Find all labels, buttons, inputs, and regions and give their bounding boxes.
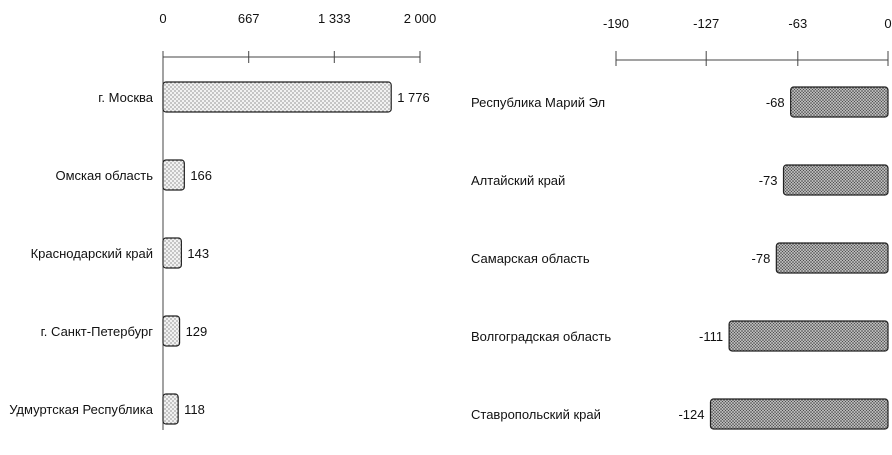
left-value-label: 166: [190, 168, 212, 183]
right-value-label: -68: [766, 95, 785, 110]
right-bar: [775, 242, 889, 274]
left-value-label: 143: [187, 246, 209, 261]
left-category-label: Омская область: [55, 168, 153, 183]
right-tick-label: -63: [788, 16, 807, 31]
right-tick-label: -190: [603, 16, 629, 31]
right-chart: -190 -127 -63 0 Республика Марий Эл -68 Алтайс…: [471, 16, 892, 430]
right-category-label: Ставропольский край: [471, 407, 601, 422]
right-bar: [790, 86, 889, 118]
right-bar: [782, 164, 889, 196]
left-tick-label: 667: [238, 11, 260, 26]
left-value-label: 129: [186, 324, 208, 339]
right-category-label: Алтайский край: [471, 173, 565, 188]
right-bar: [709, 398, 889, 430]
left-bar: [162, 315, 181, 347]
left-tick-label: 1 333: [318, 11, 351, 26]
left-category-label: г. Москва: [98, 90, 154, 105]
right-value-label: -73: [759, 173, 778, 188]
left-bar: [162, 81, 392, 113]
left-value-label: 118: [184, 402, 205, 417]
left-bar: [162, 159, 185, 191]
left-category-label: Краснодарский край: [31, 246, 153, 261]
left-category-label: г. Санкт-Петербург: [41, 324, 154, 339]
right-value-label: -124: [678, 407, 704, 422]
right-value-label: -111: [699, 329, 723, 344]
right-bar: [728, 320, 889, 352]
left-bar: [162, 393, 179, 425]
right-tick-label: -127: [693, 16, 719, 31]
left-tick-label: 0: [159, 11, 166, 26]
right-category-label: Волгоградская область: [471, 329, 611, 344]
right-category-label: Самарская область: [471, 251, 590, 266]
left-category-label: Удмуртская Республика: [9, 402, 154, 417]
left-bar: [162, 237, 182, 269]
left-value-label: 1 776: [397, 90, 430, 105]
right-value-label: -78: [752, 251, 771, 266]
left-tick-label: 2 000: [404, 11, 437, 26]
right-tick-label: 0: [884, 16, 891, 31]
right-category-label: Республика Марий Эл: [471, 95, 605, 110]
left-chart: 0 667 1 333 2 000 г. Москва 1 776 Омская облас…: [9, 11, 436, 430]
